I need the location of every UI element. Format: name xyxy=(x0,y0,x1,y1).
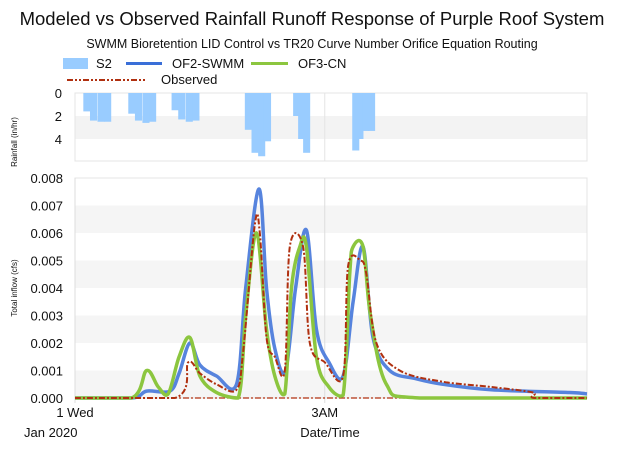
inflow-y-label: Total inflow (cfs) xyxy=(10,259,19,317)
rain-bar xyxy=(97,93,105,122)
inflow-y-tick: 0.000 xyxy=(30,391,63,406)
rain-bar xyxy=(258,93,266,157)
rain-bar xyxy=(142,93,150,123)
inflow-grid-band xyxy=(75,315,587,343)
x-tick-label: 3AM xyxy=(311,405,338,420)
legend-label-of3: OF3-CN xyxy=(298,56,346,71)
inflow-y-tick: 0.007 xyxy=(30,199,63,214)
inflow-y-tick: 0.004 xyxy=(30,281,63,296)
rain-bar xyxy=(192,93,200,121)
rain-bar xyxy=(89,93,98,121)
rain-bar xyxy=(356,93,364,139)
rain-bar xyxy=(185,93,193,122)
legend-label-s2: S2 xyxy=(96,56,112,71)
rain-grid-band xyxy=(75,116,587,139)
rain-y-tick: 4 xyxy=(55,132,62,147)
rain-y-tick: 2 xyxy=(55,109,62,124)
chart-title: Modeled vs Observed Rainfall Runoff Resp… xyxy=(20,8,605,29)
legend-swatch-s2 xyxy=(63,58,88,69)
x-axis-sublabel: Jan 2020 xyxy=(24,425,78,440)
rain-bar xyxy=(128,93,136,114)
rain-bar xyxy=(244,93,252,130)
inflow-y-tick: 0.001 xyxy=(30,364,63,379)
chart-subtitle: SWMM Bioretention LID Control vs TR20 Cu… xyxy=(86,37,537,51)
rain-bar xyxy=(263,93,272,142)
rain-bar xyxy=(352,93,360,151)
rain-bar xyxy=(303,93,311,153)
rain-bar xyxy=(83,93,91,112)
inflow-y-tick: 0.002 xyxy=(30,336,63,351)
inflow-grid-band xyxy=(75,205,587,233)
rain-bar xyxy=(104,93,112,122)
series-line-of2-swmm xyxy=(75,187,588,400)
rain-y-label: Rainfall (in/hr) xyxy=(10,117,19,167)
rain-y-tick: 0 xyxy=(55,86,62,101)
rain-bar xyxy=(134,93,143,121)
x-axis-label: Date/Time xyxy=(300,425,359,440)
inflow-y-tick: 0.005 xyxy=(30,254,63,269)
series-line-observed xyxy=(75,212,587,400)
legend-label-of2: OF2-SWMM xyxy=(172,56,244,71)
inflow-y-tick: 0.008 xyxy=(30,171,63,186)
inflow-grid-band xyxy=(75,260,587,288)
inflow-y-tick: 0.006 xyxy=(30,226,63,241)
x-tick-label: 1 Wed xyxy=(56,405,93,420)
rain-bar xyxy=(293,93,301,116)
rain-bar xyxy=(171,93,179,111)
rain-bar xyxy=(362,93,370,131)
rain-bar xyxy=(178,93,186,120)
rain-bar xyxy=(149,93,157,122)
inflow-y-tick: 0.003 xyxy=(30,309,63,324)
rain-bar xyxy=(298,93,306,139)
series-line-of3-cn xyxy=(75,231,587,400)
legend-label-observed: Observed xyxy=(161,72,217,87)
legend: S2 OF2-SWMM OF3-CN Observed xyxy=(63,56,346,87)
rain-bar xyxy=(251,93,259,153)
rain-bar xyxy=(368,93,376,131)
